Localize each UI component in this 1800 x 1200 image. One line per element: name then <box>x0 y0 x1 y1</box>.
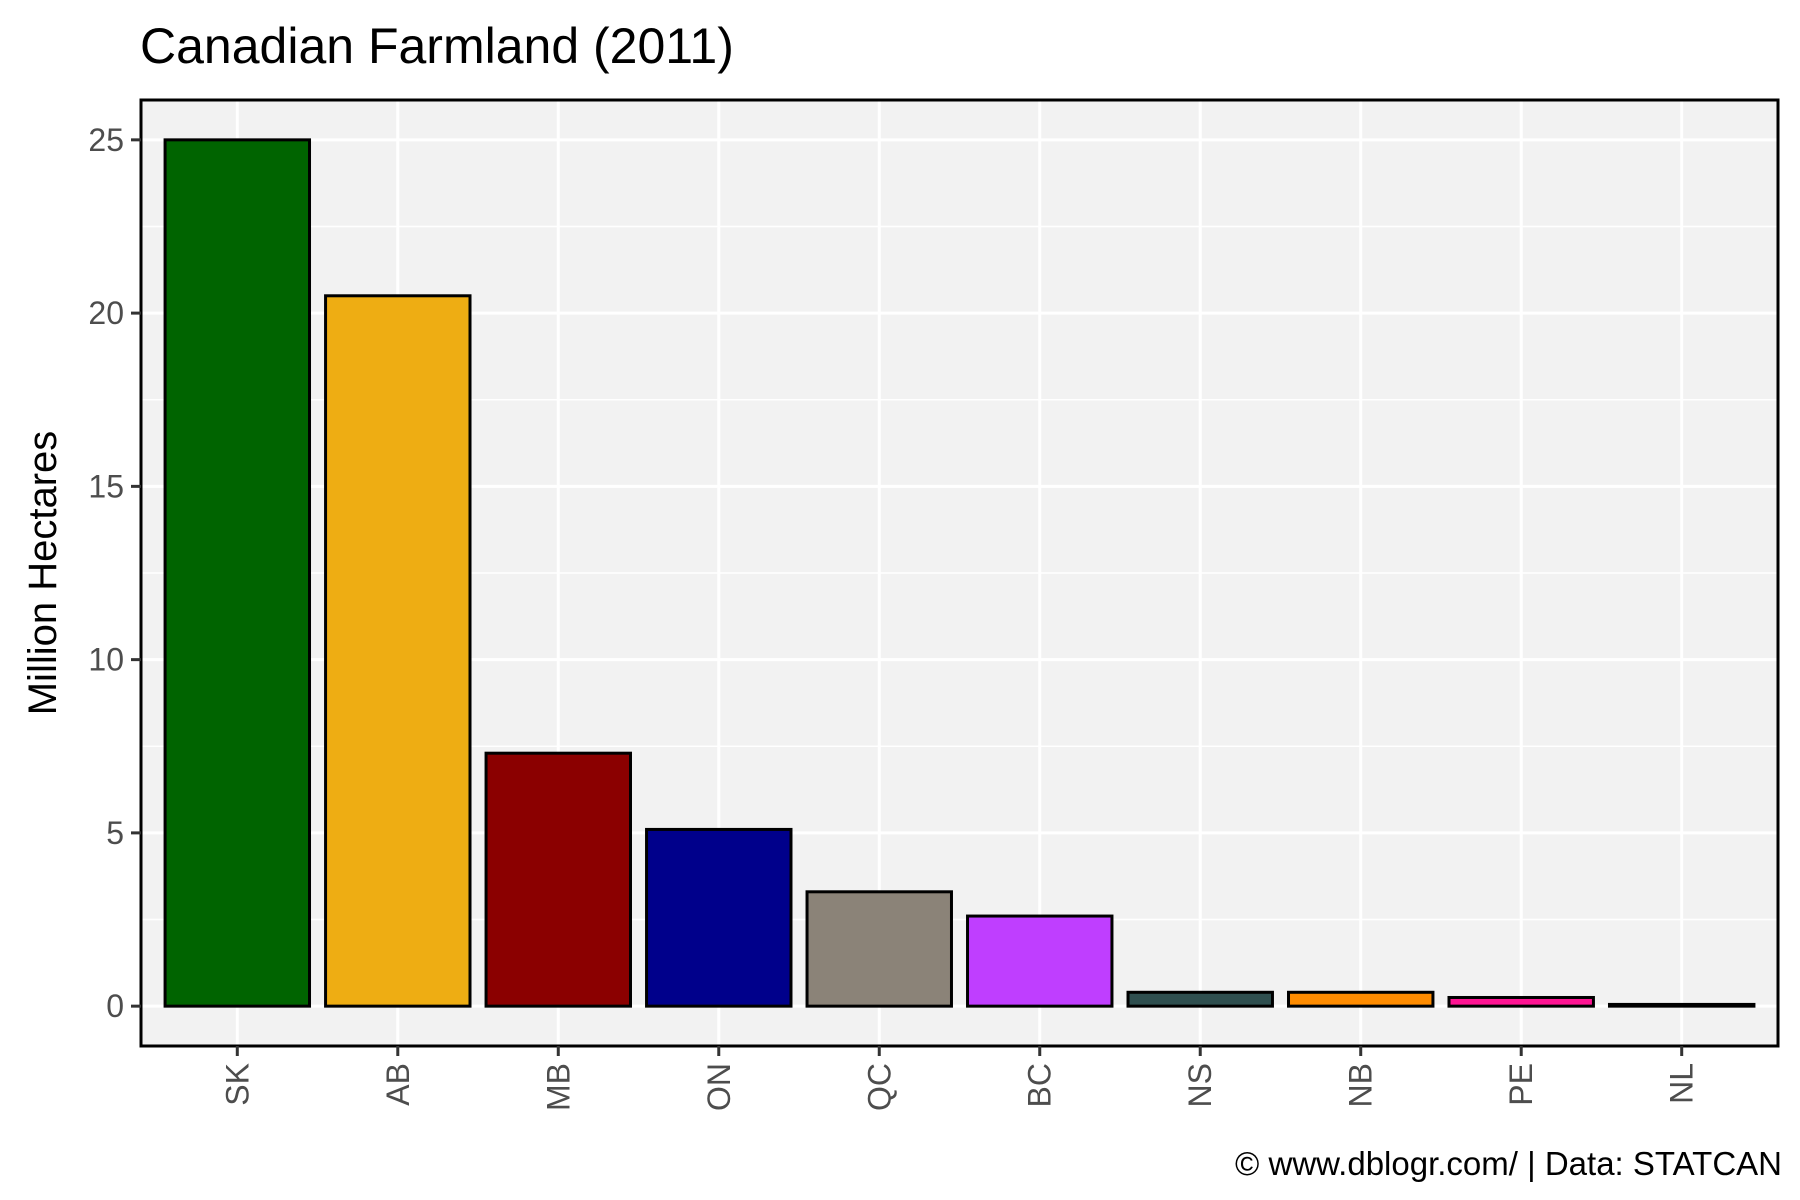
x-tick-label: ON <box>701 1063 737 1111</box>
y-tick-label: 20 <box>88 295 124 331</box>
chart-caption: © www.dblogr.com/ | Data: STATCAN <box>1235 1145 1782 1182</box>
x-axis: SK AB MB ON QC BC NS NB PE NL <box>219 1046 1700 1111</box>
bar-qc <box>805 890 953 1008</box>
bar-on <box>645 827 793 1008</box>
y-tick-label: 10 <box>88 642 124 678</box>
x-tick-label: NS <box>1182 1063 1218 1107</box>
bar-nb <box>1287 990 1435 1008</box>
y-axis-title: Million Hectares <box>21 431 65 716</box>
bar-ns <box>1126 990 1274 1008</box>
plot-border <box>139 98 1780 1048</box>
bar-ab <box>324 294 472 1008</box>
bar-sk <box>163 138 312 1008</box>
x-tick-label: AB <box>380 1063 416 1106</box>
x-tick-label: BC <box>1022 1063 1058 1107</box>
x-tick-label: QC <box>861 1063 897 1111</box>
x-tick-label: NB <box>1343 1063 1379 1107</box>
bar-mb <box>484 751 632 1008</box>
x-tick-label: PE <box>1503 1063 1539 1106</box>
bar-bc <box>966 914 1114 1008</box>
bar-nl <box>1607 1002 1756 1008</box>
y-tick-label: 5 <box>106 815 124 851</box>
y-tick-label: 25 <box>88 122 124 158</box>
bar-pe <box>1447 995 1595 1008</box>
bars <box>163 138 1756 1008</box>
x-tick-label: NL <box>1664 1063 1700 1104</box>
chart-title: Canadian Farmland (2011) <box>140 18 734 74</box>
y-tick-label: 0 <box>106 988 124 1024</box>
y-axis: 0 5 10 15 20 25 <box>88 122 141 1024</box>
y-tick-label: 15 <box>88 468 124 504</box>
x-tick-label: MB <box>540 1063 576 1111</box>
x-tick-label: SK <box>219 1063 255 1106</box>
